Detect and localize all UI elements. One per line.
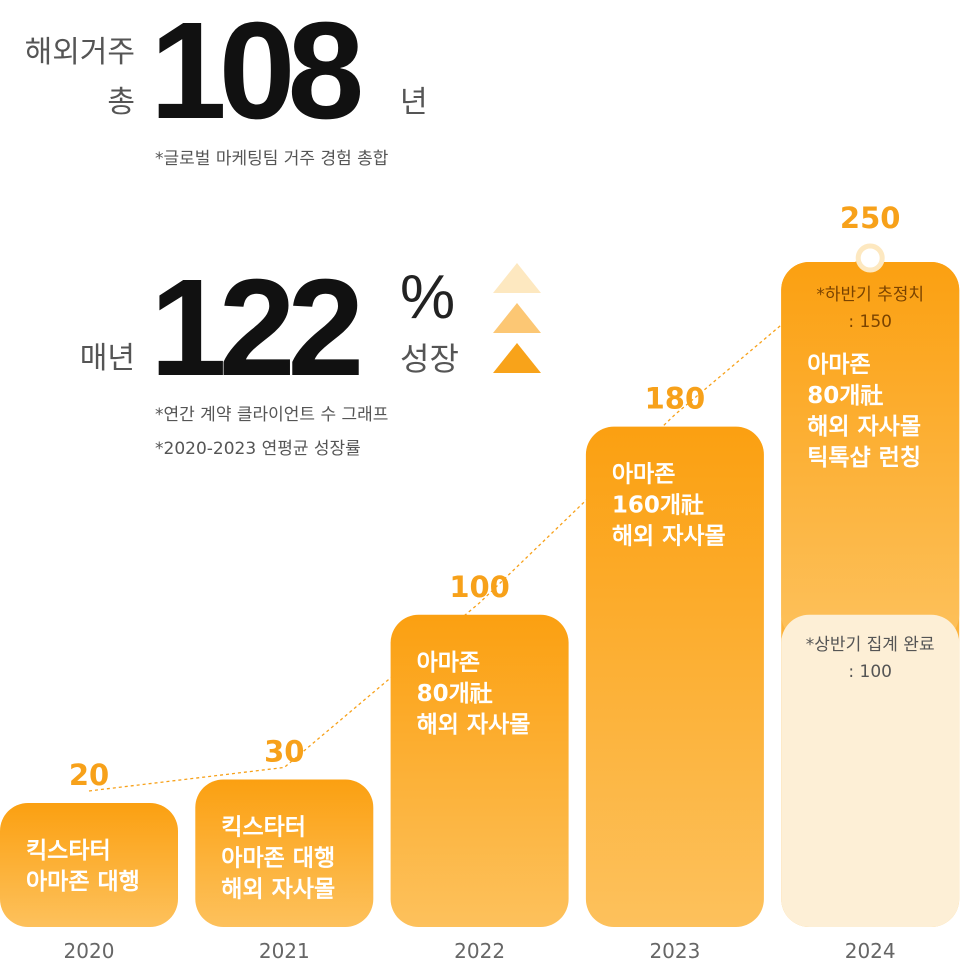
trend-line <box>88 249 871 792</box>
bar-text: 킥스타터 <box>221 814 306 840</box>
bar-text: 160개社 <box>612 493 704 519</box>
bar-text: 킥스타터 <box>26 838 111 864</box>
bar-text: 80개社 <box>807 383 883 409</box>
bar <box>195 779 374 927</box>
stay-number: 108 <box>150 0 360 148</box>
growth-note: *2020-2023 연평균 성장률 <box>155 439 361 459</box>
bar-text: 해외 자사몰 <box>221 876 335 902</box>
segment-name: *하반기 추정치 <box>816 285 924 305</box>
segment-name: *상반기 집계 완료 <box>806 635 935 655</box>
value-label: 20 <box>69 758 109 792</box>
bar-segment <box>781 262 960 643</box>
stay-note: *글로벌 마케팅팀 거주 경험 총합 <box>155 149 389 169</box>
bar <box>585 426 764 927</box>
triangle <box>493 263 541 293</box>
bar-text: 해외 자사몰 <box>612 524 726 550</box>
segment-value: : 100 <box>848 662 892 682</box>
bar-text: 아마존 대행 <box>26 869 140 895</box>
growth-word: 성장 <box>400 340 459 378</box>
value-label: 100 <box>449 570 510 604</box>
value-label: 30 <box>264 734 304 768</box>
bar <box>0 802 178 927</box>
bar-text: 아마존 대행 <box>221 845 335 871</box>
x-tick-label: 2023 <box>649 939 700 960</box>
bar-text: 아마존 <box>612 462 675 488</box>
stay-label: 해외거주 <box>25 35 135 70</box>
marker-ring <box>855 243 885 273</box>
triangle <box>493 303 541 333</box>
growth-note: *연간 계약 클라이언트 수 그래프 <box>155 405 388 425</box>
triangle <box>493 343 541 373</box>
stay-label: 총 <box>107 85 135 120</box>
growth-number: 122 <box>150 251 359 405</box>
bar-text: 해외 자사몰 <box>417 712 531 738</box>
value-label: 250 <box>840 201 901 235</box>
growth-unit: % <box>400 263 455 332</box>
bar-segment <box>781 614 960 927</box>
value-label: 180 <box>645 382 706 416</box>
bar-text: 아마존 <box>807 352 870 378</box>
bar-text: 아마존 <box>417 650 480 676</box>
stay-unit: 년 <box>400 85 428 120</box>
x-tick-label: 2021 <box>259 939 310 960</box>
x-tick-label: 2024 <box>845 939 896 960</box>
segment-value: : 150 <box>848 312 892 332</box>
x-tick-label: 2022 <box>454 939 505 960</box>
bar-text: 해외 자사몰 <box>807 414 921 440</box>
growth-label: 매년 <box>80 341 135 376</box>
bar <box>390 614 569 927</box>
bar-text: 80개社 <box>417 681 493 707</box>
bar-text: 틱톡샵 런칭 <box>807 445 921 471</box>
x-tick-label: 2020 <box>64 939 115 960</box>
